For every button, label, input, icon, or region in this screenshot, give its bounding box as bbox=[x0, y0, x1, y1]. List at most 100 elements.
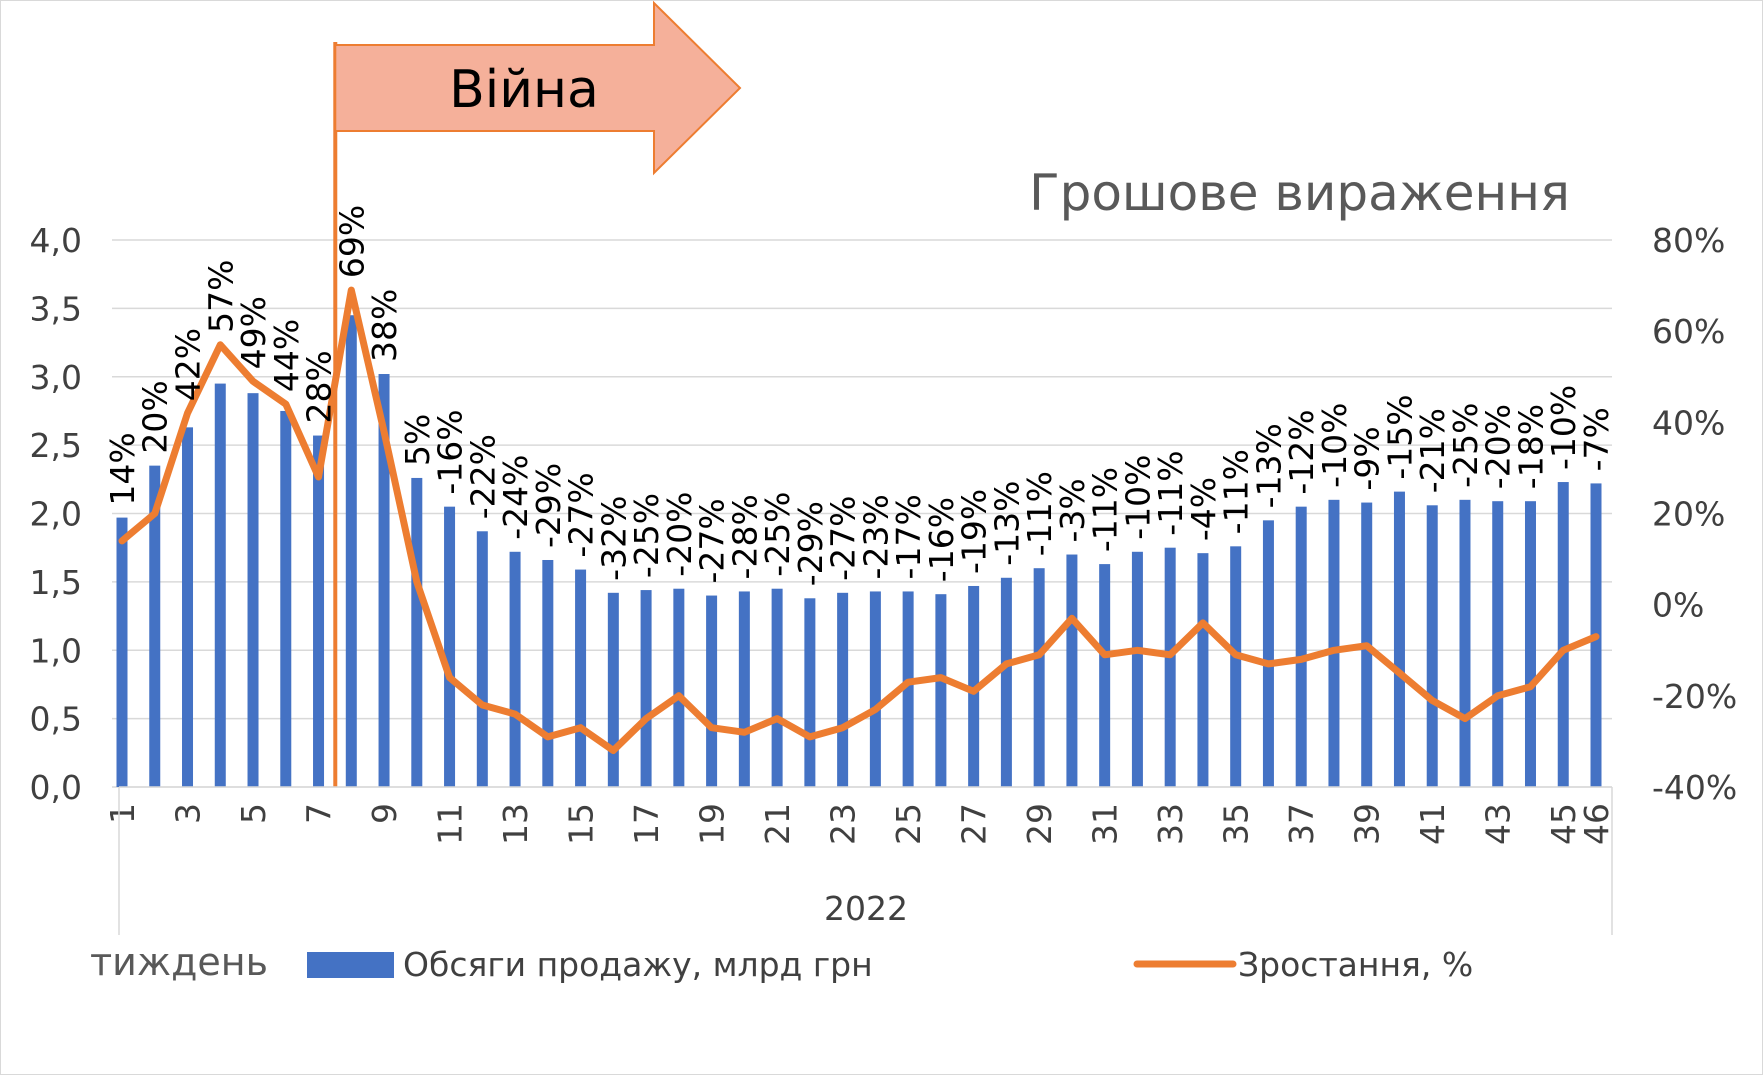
bar bbox=[1230, 546, 1242, 787]
right-tick-label: 0% bbox=[1652, 586, 1704, 625]
legend-line-label: Зростання, % bbox=[1238, 945, 1473, 984]
left-tick-label: 1,5 bbox=[30, 563, 82, 602]
data-label: -10% bbox=[1118, 455, 1157, 540]
left-axis-ticks: 0,0 0,5 1,0 1,5 2,0 2,5 3,0 3,5 4,0 bbox=[30, 221, 82, 807]
data-label: 42% bbox=[169, 328, 208, 401]
x-tick-label: 29 bbox=[1020, 803, 1059, 845]
x-tick-label: 46 bbox=[1577, 803, 1616, 845]
data-label: -29% bbox=[791, 501, 830, 586]
bar bbox=[1131, 551, 1143, 787]
x-tick-label: 27 bbox=[955, 803, 994, 845]
left-tick-label: 2,5 bbox=[30, 426, 82, 465]
x-tick-label: 39 bbox=[1348, 803, 1387, 845]
data-label: 14% bbox=[103, 432, 142, 505]
right-tick-label: 60% bbox=[1652, 312, 1725, 351]
data-label: -19% bbox=[955, 489, 994, 574]
bar-series bbox=[116, 315, 1602, 787]
data-label: -15% bbox=[1380, 394, 1419, 479]
bar bbox=[1164, 547, 1176, 787]
bar bbox=[1099, 564, 1111, 787]
left-tick-label: 3,5 bbox=[30, 289, 82, 328]
bar bbox=[1262, 520, 1274, 787]
bar bbox=[1426, 505, 1438, 787]
data-label: 44% bbox=[267, 319, 306, 392]
bar bbox=[444, 506, 456, 787]
x-tick-label: 17 bbox=[627, 803, 666, 845]
bar bbox=[116, 517, 128, 787]
bar bbox=[280, 410, 292, 787]
bar bbox=[771, 588, 783, 787]
data-label: -16% bbox=[431, 409, 470, 494]
bar bbox=[542, 559, 554, 787]
bar bbox=[1295, 506, 1307, 787]
data-label: -3% bbox=[1053, 478, 1092, 542]
bar bbox=[411, 477, 423, 787]
x-tick-label: 13 bbox=[496, 803, 535, 845]
x-tick-label: 3 bbox=[169, 803, 208, 824]
bar bbox=[706, 595, 718, 787]
data-label: -4% bbox=[1184, 477, 1223, 541]
data-label: -11% bbox=[1020, 471, 1059, 556]
x-tick-label: 35 bbox=[1217, 803, 1256, 845]
x-tick-label: 11 bbox=[431, 803, 470, 845]
bar bbox=[607, 592, 619, 787]
data-label: -11% bbox=[1151, 450, 1190, 535]
bar bbox=[214, 383, 226, 787]
data-label: -27% bbox=[693, 498, 732, 583]
bar bbox=[182, 427, 194, 787]
data-label: -24% bbox=[496, 455, 535, 540]
growth-line bbox=[118, 286, 1600, 754]
chart-title: Грошове вираження bbox=[1029, 164, 1570, 222]
data-label: -25% bbox=[758, 491, 797, 576]
x-tick-label: 25 bbox=[889, 803, 928, 845]
bar bbox=[1459, 499, 1471, 787]
bar bbox=[1492, 501, 1504, 787]
data-label: -28% bbox=[725, 494, 764, 579]
bar bbox=[738, 591, 750, 787]
data-label: -27% bbox=[824, 496, 863, 581]
left-tick-label: 2,0 bbox=[30, 495, 82, 534]
x-tick-label: 15 bbox=[562, 803, 601, 845]
data-label: -7% bbox=[1577, 407, 1616, 471]
right-tick-label: 80% bbox=[1652, 221, 1725, 260]
war-arrow-shape bbox=[334, 0, 742, 176]
legend-bar-label: Обсяги продажу, млрд грн bbox=[403, 945, 873, 984]
bar bbox=[1524, 501, 1536, 787]
data-label: -12% bbox=[1282, 409, 1321, 494]
bar bbox=[804, 598, 816, 787]
bar bbox=[673, 588, 685, 787]
x-axis-name: тиждень bbox=[90, 940, 268, 984]
right-axis-ticks: -40% -20% 0% 20% 40% 60% 80% bbox=[1652, 221, 1737, 807]
data-label: -25% bbox=[1446, 403, 1485, 488]
data-label: -11% bbox=[1086, 467, 1125, 552]
data-label: -10% bbox=[1544, 385, 1583, 470]
bar bbox=[1066, 554, 1078, 787]
legend-bar-swatch bbox=[307, 952, 394, 978]
data-label: -17% bbox=[889, 494, 928, 579]
data-label: 57% bbox=[201, 259, 240, 332]
right-tick-label: 40% bbox=[1652, 403, 1725, 442]
bar bbox=[476, 531, 488, 787]
data-label: -29% bbox=[529, 463, 568, 548]
data-label: -18% bbox=[1511, 404, 1550, 489]
data-label: 20% bbox=[136, 380, 175, 453]
data-label: -23% bbox=[856, 494, 895, 579]
bar bbox=[935, 594, 947, 787]
war-annotation: Війна bbox=[449, 60, 599, 120]
x-axis-lines bbox=[118, 786, 1613, 935]
data-label: -20% bbox=[660, 491, 699, 576]
x-tick-label: 23 bbox=[824, 803, 863, 845]
bar bbox=[1033, 568, 1045, 787]
left-tick-label: 4,0 bbox=[30, 221, 82, 260]
left-tick-label: 0,0 bbox=[30, 768, 82, 807]
x-tick-label: 19 bbox=[693, 803, 732, 845]
data-label: -13% bbox=[987, 481, 1026, 566]
bar bbox=[640, 590, 652, 787]
data-label: -22% bbox=[463, 434, 502, 519]
data-label: -10% bbox=[1315, 403, 1354, 488]
x-tick-label: 1 bbox=[103, 803, 142, 824]
data-label: -11% bbox=[1217, 449, 1256, 534]
right-tick-label: -20% bbox=[1652, 677, 1737, 716]
data-label: -32% bbox=[594, 496, 633, 581]
